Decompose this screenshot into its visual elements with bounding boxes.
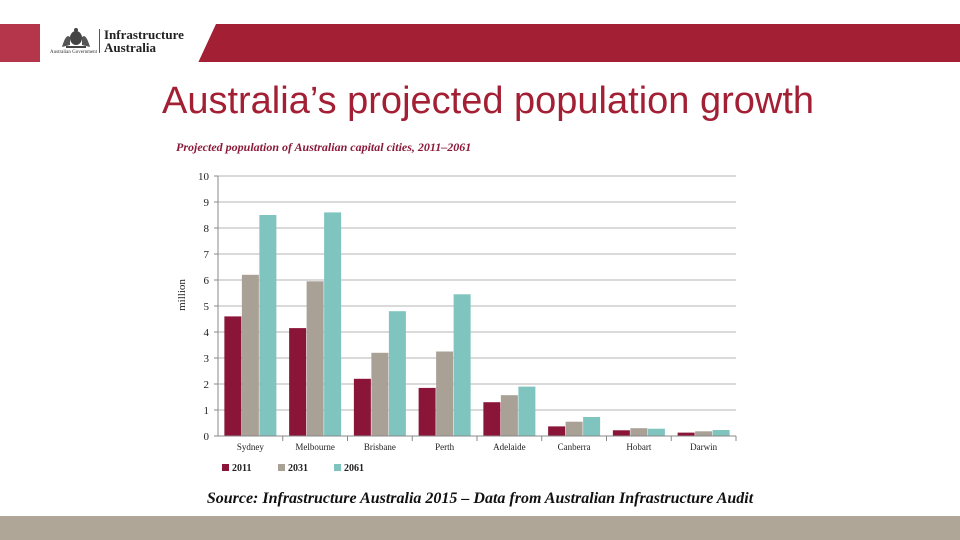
bar-2031 bbox=[371, 352, 389, 436]
bar-2011 bbox=[612, 430, 630, 436]
legend-label: 2031 bbox=[288, 463, 308, 474]
bar-2061 bbox=[388, 311, 406, 436]
bar-2011 bbox=[289, 328, 307, 436]
header-accent bbox=[0, 24, 40, 62]
y-tick-label: 7 bbox=[204, 249, 210, 261]
x-tick-label: Darwin bbox=[690, 442, 717, 452]
x-tick-label: Canberra bbox=[558, 442, 591, 452]
chart-bars bbox=[224, 212, 730, 436]
bar-2031 bbox=[436, 351, 454, 436]
bar-2031 bbox=[241, 274, 259, 436]
bar-2031 bbox=[500, 395, 518, 436]
coat-of-arms-icon bbox=[62, 28, 90, 48]
bar-2061 bbox=[583, 417, 601, 436]
bar-2011 bbox=[224, 316, 242, 436]
y-tick-label: 9 bbox=[204, 197, 210, 209]
logo-divider bbox=[99, 29, 100, 53]
bar-2061 bbox=[324, 212, 342, 436]
x-tick-label: Sydney bbox=[237, 442, 265, 452]
bar-2061 bbox=[712, 430, 730, 436]
bar-2011 bbox=[483, 402, 501, 436]
y-tick-label: 5 bbox=[204, 301, 210, 313]
bar-2061 bbox=[647, 428, 665, 436]
legend-label: 2011 bbox=[232, 463, 251, 474]
bar-2061 bbox=[453, 294, 471, 436]
bar-2011 bbox=[548, 426, 566, 436]
y-tick-label: 3 bbox=[204, 353, 210, 365]
y-tick-label: 1 bbox=[204, 405, 210, 417]
logo-text-line1: Infrastructure bbox=[104, 27, 184, 42]
footer-band bbox=[0, 516, 960, 540]
legend-swatch bbox=[278, 464, 285, 471]
bar-2031 bbox=[565, 421, 583, 436]
x-tick-label: Adelaide bbox=[493, 442, 525, 452]
chart-legend: 2011 2031 2061 bbox=[222, 463, 364, 474]
y-tick-label: 6 bbox=[204, 275, 210, 287]
bar-2011 bbox=[418, 387, 436, 436]
chart-axes: 0 1 2 3 4 5 6 7 8 9 10 Sydney Melbourne Brisbane Perth… bbox=[198, 171, 737, 452]
x-tick-label: Perth bbox=[435, 442, 454, 452]
legend-label: 2061 bbox=[344, 463, 364, 474]
source-caption: Source: Infrastructure Australia 2015 – … bbox=[206, 490, 754, 507]
bar-2031 bbox=[306, 281, 324, 436]
page-title: Australia’s projected population growth bbox=[161, 80, 815, 122]
y-tick-label: 10 bbox=[198, 171, 210, 183]
bar-2031 bbox=[695, 431, 713, 436]
logo-text-line2: Australia bbox=[104, 40, 156, 55]
y-tick-label: 8 bbox=[204, 223, 210, 235]
bar-2011 bbox=[353, 378, 371, 436]
crest-caption: Australian Government bbox=[50, 50, 98, 55]
legend-swatch bbox=[334, 464, 341, 471]
bar-2061 bbox=[259, 215, 277, 436]
bar-2031 bbox=[630, 428, 648, 436]
bar-2011 bbox=[677, 432, 695, 436]
bar-2061 bbox=[518, 386, 536, 436]
y-axis-label: million bbox=[176, 279, 188, 311]
legend-swatch bbox=[222, 464, 229, 471]
chart-title: Projected population of Australian capit… bbox=[176, 140, 471, 154]
x-tick-label: Brisbane bbox=[364, 442, 396, 452]
x-tick-label: Hobart bbox=[626, 442, 651, 452]
y-tick-label: 0 bbox=[204, 431, 210, 443]
y-tick-label: 2 bbox=[204, 379, 210, 391]
y-tick-label: 4 bbox=[204, 327, 210, 339]
x-tick-label: Melbourne bbox=[295, 442, 335, 452]
